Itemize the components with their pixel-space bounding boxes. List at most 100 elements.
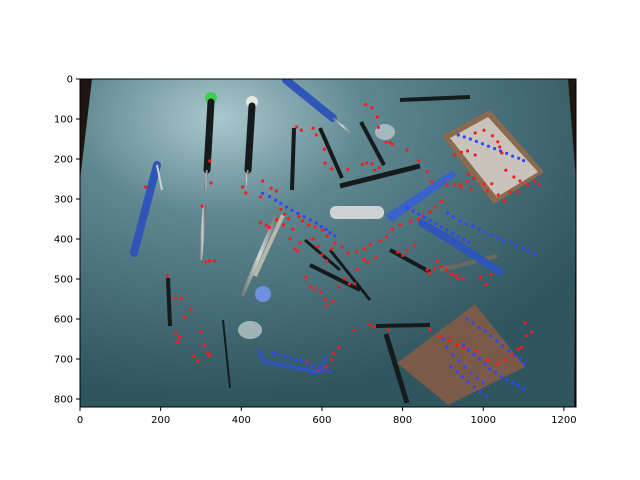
red-keypoint xyxy=(325,259,329,263)
red-keypoint xyxy=(240,185,245,189)
red-keypoint xyxy=(362,257,366,261)
red-keypoint xyxy=(196,359,200,363)
red-keypoint xyxy=(376,125,381,129)
red-keypoint xyxy=(274,189,278,193)
blue-keypoint xyxy=(322,368,326,372)
blue-keypoint xyxy=(451,215,455,219)
red-keypoint xyxy=(459,185,463,189)
blue-keypoint xyxy=(422,215,426,219)
blue-keypoint xyxy=(466,380,470,384)
red-keypoint xyxy=(396,250,400,254)
red-keypoint xyxy=(430,180,434,184)
red-keypoint xyxy=(323,161,327,165)
photo-tools xyxy=(130,79,544,405)
blue-keypoint xyxy=(328,370,332,374)
red-keypoint xyxy=(462,346,466,350)
blue-keypoint xyxy=(296,211,300,215)
red-keypoint xyxy=(472,176,476,180)
red-keypoint xyxy=(401,253,405,257)
red-keypoint xyxy=(537,183,541,187)
red-keypoint xyxy=(428,210,432,214)
red-keypoint xyxy=(486,359,490,363)
red-keypoint xyxy=(316,245,320,249)
blue-keypoint xyxy=(467,240,471,244)
red-keypoint xyxy=(488,272,493,276)
red-keypoint xyxy=(510,353,514,357)
y-axis: 0 100 200 300 400 500 600 700 800 xyxy=(54,75,80,406)
x-tick-label: 1200 xyxy=(551,415,576,426)
red-keypoint xyxy=(482,182,486,186)
red-keypoint xyxy=(282,223,286,227)
red-keypoint xyxy=(340,245,344,249)
y-tick-label: 200 xyxy=(54,155,73,166)
blue-keypoint xyxy=(302,215,306,219)
red-keypoint xyxy=(496,193,500,197)
red-keypoints xyxy=(144,103,541,372)
red-keypoint xyxy=(365,161,369,165)
blue-keypoint xyxy=(483,362,487,366)
red-keypoint xyxy=(473,153,477,157)
red-keypoint xyxy=(259,195,263,199)
red-keypoint xyxy=(333,241,337,245)
blue-keypoint xyxy=(314,221,318,225)
blue-keypoint xyxy=(284,205,289,209)
blue-keypoint xyxy=(460,375,464,379)
blue-keypoint xyxy=(434,222,438,226)
blue-keypoint xyxy=(501,344,505,348)
y-tick-label: 100 xyxy=(54,115,73,126)
blue-keypoint xyxy=(456,235,460,239)
red-keypoint xyxy=(524,334,529,338)
blue-keypoint xyxy=(526,249,531,253)
blue-keypoint xyxy=(445,228,449,232)
y-tick-label: 500 xyxy=(54,275,73,286)
blue-keypoint xyxy=(518,357,522,361)
red-keypoint xyxy=(304,275,308,279)
x-tick-label: 600 xyxy=(312,415,331,426)
blue-keypoint xyxy=(411,209,415,213)
y-tick-label: 0 xyxy=(67,75,73,86)
red-keypoint xyxy=(447,338,451,342)
blue-keypoint xyxy=(290,208,294,212)
red-keypoint xyxy=(347,282,351,286)
blue-keypoint xyxy=(308,218,312,222)
red-keypoint xyxy=(532,179,537,183)
red-keypoint xyxy=(425,268,429,272)
red-keypoint xyxy=(173,331,178,335)
blue-keypoint xyxy=(471,224,475,228)
blue-keypoint xyxy=(445,345,449,349)
red-keypoint xyxy=(409,219,413,223)
red-keypoint xyxy=(342,277,347,281)
red-keypoint xyxy=(325,234,329,238)
red-keypoint xyxy=(445,183,449,187)
blue-keypoint xyxy=(405,206,410,210)
red-keypoint xyxy=(440,199,444,203)
blue-keypoint xyxy=(513,353,517,357)
red-keypoint xyxy=(288,237,292,241)
red-keypoint xyxy=(503,357,507,361)
red-keypoint xyxy=(313,225,317,229)
red-keypoint xyxy=(363,247,367,251)
blue-keypoint xyxy=(466,348,470,352)
red-keypoint xyxy=(346,251,350,255)
blue-keypoint xyxy=(316,367,320,371)
blue-keypoint xyxy=(311,364,315,368)
blue-keypoint xyxy=(456,133,460,137)
red-keypoint xyxy=(330,247,334,251)
x-tick-label: 1000 xyxy=(471,415,496,426)
red-keypoint xyxy=(209,181,213,185)
blue-keypoint xyxy=(458,219,462,223)
red-keypoint xyxy=(206,351,210,355)
blue-keypoint xyxy=(462,237,466,241)
blue-keypoint xyxy=(446,211,450,215)
blue-keypoint xyxy=(273,198,278,202)
red-keypoint xyxy=(286,217,291,221)
blue-keypoints xyxy=(261,133,537,398)
red-keypoint xyxy=(282,212,287,216)
blue-keypoint xyxy=(455,370,459,374)
blue-keypoint xyxy=(451,231,455,235)
blue-keypoint xyxy=(472,352,476,356)
red-keypoint xyxy=(296,249,300,253)
blue-keypoint xyxy=(428,219,432,223)
red-keypoint xyxy=(204,260,208,264)
